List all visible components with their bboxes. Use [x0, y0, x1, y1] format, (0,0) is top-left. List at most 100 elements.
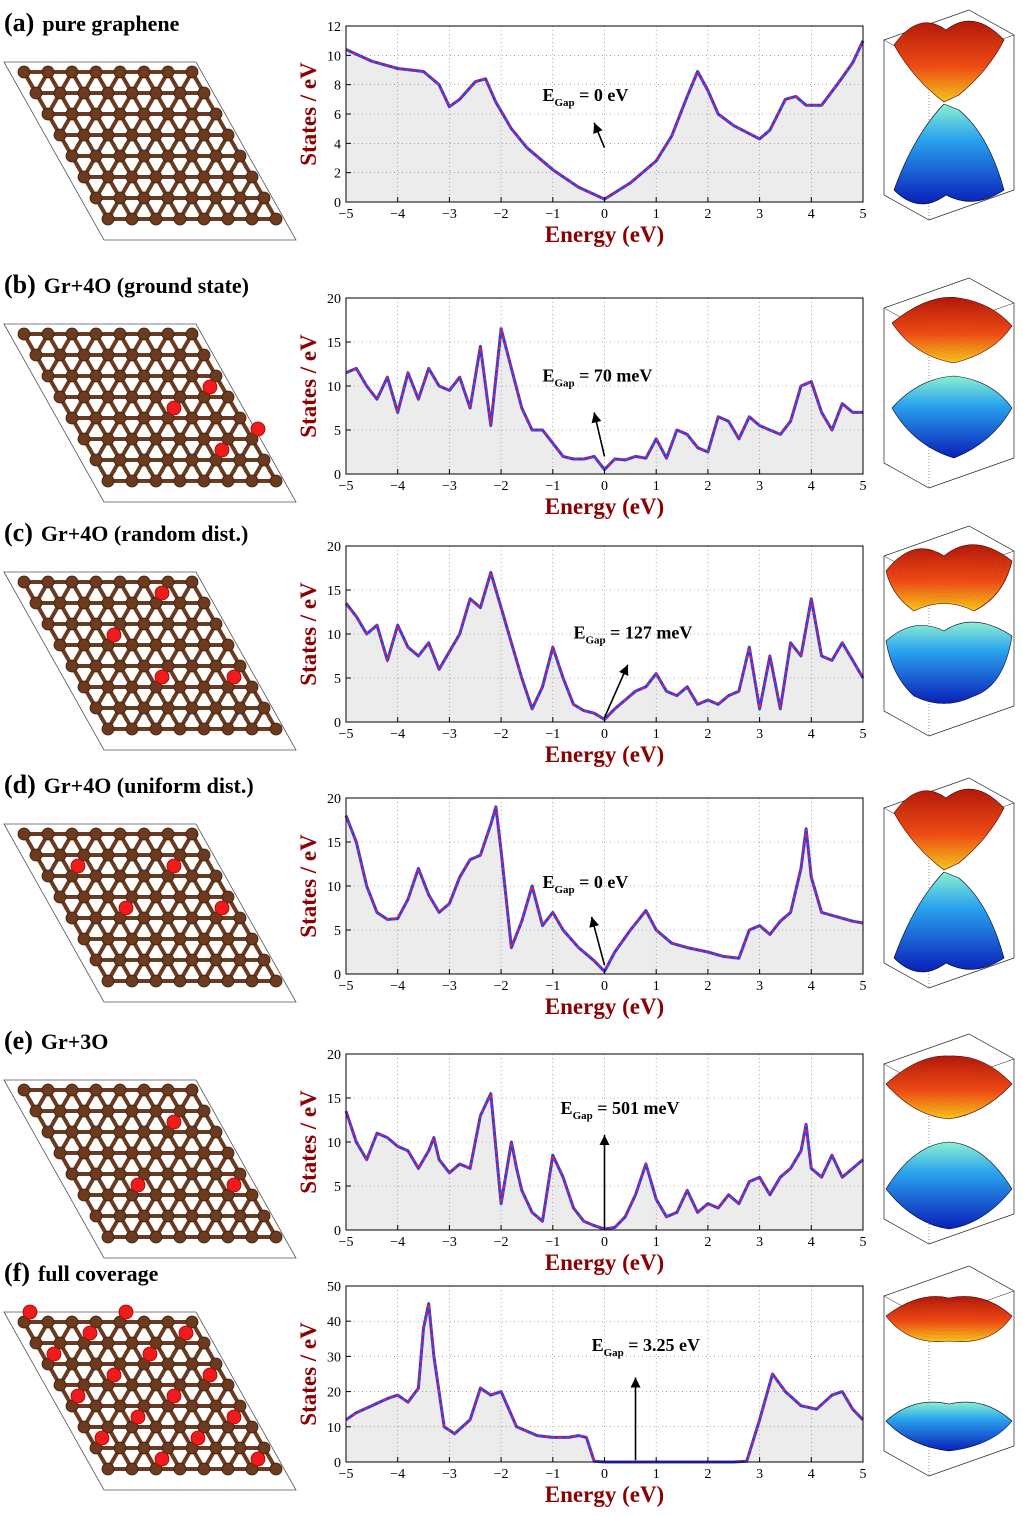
- carbon-atom: [65, 1083, 79, 1097]
- carbon-atom: [137, 701, 151, 715]
- oxygen-atom: [166, 1114, 182, 1130]
- x-tick-label: −3: [442, 979, 457, 994]
- carbon-atom: [233, 411, 247, 425]
- panel-letter: (e): [4, 1026, 33, 1055]
- panel-title: Gr+4O (random dist.): [40, 521, 249, 546]
- carbon-atom: [77, 1420, 91, 1434]
- carbon-atom: [149, 128, 163, 142]
- y-axis-label: States / eV: [296, 1322, 321, 1426]
- x-tick-label: 3: [756, 727, 763, 742]
- x-tick-label: −5: [339, 479, 354, 494]
- oxygen-atom: [214, 900, 230, 916]
- carbon-atom: [137, 911, 151, 925]
- x-tick-label: −1: [545, 727, 560, 742]
- oxygen-atom: [82, 1325, 98, 1341]
- carbon-atom: [197, 348, 211, 362]
- carbon-atom: [89, 1357, 103, 1371]
- carbon-atom: [185, 327, 199, 341]
- carbon-atom: [221, 212, 235, 226]
- gap-value: = 501 meV: [593, 1098, 680, 1118]
- carbon-atom: [65, 327, 79, 341]
- carbon-atom: [89, 1125, 103, 1139]
- carbon-atom: [233, 911, 247, 925]
- x-tick-label: −1: [545, 207, 560, 222]
- carbon-atom: [65, 1357, 79, 1371]
- y-tick-label: 10: [327, 1421, 341, 1436]
- carbon-atom: [173, 1420, 187, 1434]
- y-tick-label: 50: [327, 1280, 341, 1295]
- carbon-atom: [101, 932, 115, 946]
- carbon-atom: [185, 1083, 199, 1097]
- band-structure-3d: [883, 525, 1015, 737]
- carbon-atom: [41, 617, 55, 631]
- oxygen-atom: [202, 379, 218, 395]
- carbon-atom: [137, 659, 151, 673]
- carbon-atom: [101, 974, 115, 988]
- carbon-atom: [89, 617, 103, 631]
- carbon-atom: [149, 974, 163, 988]
- panel-title: Gr+4O (uniform dist.): [43, 773, 254, 798]
- carbon-atom: [101, 1104, 115, 1118]
- gap-arrow-head: [599, 1134, 610, 1145]
- dos-fill: [346, 806, 863, 974]
- oxygen-atom: [154, 1451, 170, 1467]
- lattice-structure: [3, 1304, 297, 1491]
- carbon-atom: [245, 212, 259, 226]
- carbon-atom: [137, 869, 151, 883]
- carbon-atom: [161, 953, 175, 967]
- dos-chart: −5 −4 −3 −2 −1 0 1 2 3 4 5 0 5 10 15 20 Energy (eV) State…: [296, 540, 867, 767]
- x-tick-label: 5: [860, 979, 867, 994]
- carbon-atom: [149, 1146, 163, 1160]
- carbon-atom: [233, 953, 247, 967]
- x-tick-label: 1: [653, 1235, 660, 1250]
- carbon-atom: [101, 348, 115, 362]
- x-tick-label: 1: [653, 479, 660, 494]
- carbon-atom: [137, 369, 151, 383]
- carbon-atom: [209, 411, 223, 425]
- gap-subscript: Gap: [554, 884, 574, 896]
- gap-arrow-head: [630, 1377, 641, 1388]
- carbon-atom: [77, 1188, 91, 1202]
- carbon-atom: [245, 932, 259, 946]
- y-tick-label: 6: [334, 108, 341, 123]
- carbon-atom: [17, 65, 31, 79]
- x-tick-label: 5: [860, 1467, 867, 1482]
- carbon-atom: [185, 1125, 199, 1139]
- carbon-atom: [101, 170, 115, 184]
- x-tick-label: 1: [653, 727, 660, 742]
- x-tick-label: 4: [808, 207, 815, 222]
- carbon-atom: [89, 869, 103, 883]
- y-tick-label: 20: [327, 1386, 341, 1401]
- dos-chart: −5 −4 −3 −2 −1 0 1 2 3 4 5 0 5 10 15 20 Energy (eV) State…: [296, 792, 867, 1019]
- gap-subscript: Gap: [585, 634, 605, 646]
- carbon-atom: [197, 1336, 211, 1350]
- carbon-atom: [233, 659, 247, 673]
- carbon-atom: [245, 170, 259, 184]
- dos-fill: [346, 40, 863, 203]
- x-tick-label: −2: [494, 207, 509, 222]
- x-tick-label: −1: [545, 979, 560, 994]
- carbon-atom: [101, 1462, 115, 1476]
- carbon-atom: [209, 191, 223, 205]
- carbon-atom: [113, 1083, 127, 1097]
- oxygen-atom: [22, 1304, 38, 1320]
- atoms: [17, 1083, 283, 1244]
- x-axis-label: Energy (eV): [545, 1482, 664, 1507]
- carbon-atom: [209, 617, 223, 631]
- panel-title: pure graphene: [42, 11, 180, 36]
- carbon-atom: [149, 432, 163, 446]
- carbon-atom: [197, 1230, 211, 1244]
- x-tick-label: 0: [601, 479, 608, 494]
- carbon-atom: [113, 869, 127, 883]
- y-tick-label: 0: [334, 196, 341, 211]
- oxygen-atom: [166, 1388, 182, 1404]
- y-axis-label: States / eV: [296, 334, 321, 438]
- carbon-atom: [113, 411, 127, 425]
- atoms: [17, 575, 283, 736]
- carbon-atom: [113, 1399, 127, 1413]
- carbon-atom: [53, 638, 67, 652]
- carbon-atom: [125, 86, 139, 100]
- carbon-atom: [221, 932, 235, 946]
- carbon-atom: [77, 848, 91, 862]
- carbon-atom: [173, 432, 187, 446]
